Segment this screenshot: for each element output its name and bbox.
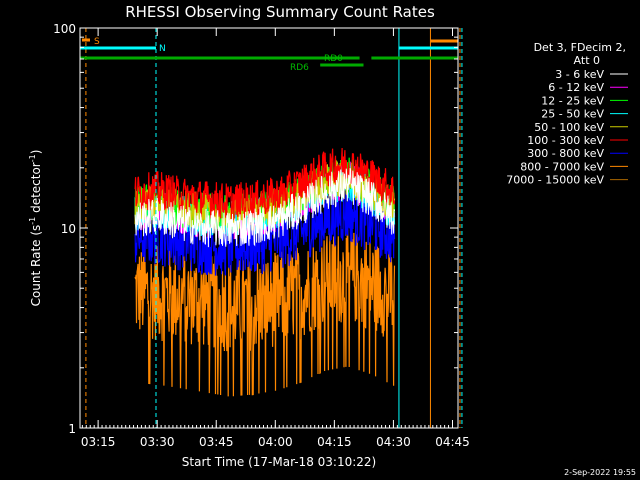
y-axis-label-sup: -1 [28, 217, 37, 225]
x-tick-label: 03:30 [140, 435, 175, 449]
x-tick-label: 03:45 [199, 435, 234, 449]
legend-header-1: Det 3, FDecim 2, [534, 41, 626, 54]
y-axis-label: Count Rate (s-1 detector-1) [28, 150, 43, 307]
x-tick-label: 04:00 [258, 435, 293, 449]
legend-header-2: Att 0 [574, 54, 600, 67]
legend-label: 50 - 100 keV [534, 121, 604, 134]
night-label: N [159, 44, 166, 54]
x-axis-label: Start Time (17-Mar-18 03:10:22) [182, 455, 376, 469]
plot-area [80, 28, 463, 428]
series-7-trace [134, 227, 396, 397]
decim-label-rd6: RD6 [290, 63, 309, 73]
legend-label: 100 - 300 keV [527, 134, 604, 147]
y-tick-label: 100 [53, 22, 76, 36]
y-axis-label-main: Count Rate (s [29, 225, 43, 307]
legend-label: 12 - 25 keV [541, 94, 604, 107]
x-tick-label: 04:45 [435, 435, 470, 449]
axes: 1 10 100 03:15 03:30 03:45 04:00 04:15 04:30 04:4… [53, 22, 470, 449]
legend-label: 6 - 12 keV [548, 81, 604, 94]
x-tick-label: 04:30 [376, 435, 411, 449]
y-tick-label: 10 [61, 222, 76, 236]
decim-label-rd0: RD0 [324, 54, 343, 64]
x-tick-label: 04:15 [317, 435, 352, 449]
y-tick-label: 1 [68, 422, 76, 436]
x-tick-label: 03:15 [81, 435, 116, 449]
y-axis-label-sup2: -1 [28, 154, 37, 162]
legend-label: 800 - 7000 keV [520, 160, 604, 173]
y-axis-label-close: ) [29, 150, 43, 155]
legend-label: 25 - 50 keV [541, 108, 604, 121]
chart-title: RHESSI Observing Summary Count Rates [125, 3, 435, 21]
series-0-trace [134, 167, 395, 248]
saa-label: S [94, 37, 100, 47]
legend-label: 300 - 800 keV [527, 147, 604, 160]
date-stamp: 2-Sep-2022 19:55 [564, 468, 636, 477]
legend-label: 7000 - 15000 keV [506, 174, 604, 187]
legend-label: 3 - 6 keV [555, 68, 604, 81]
series-4-trace [134, 159, 396, 233]
y-axis-label-tail: detector [29, 162, 43, 217]
